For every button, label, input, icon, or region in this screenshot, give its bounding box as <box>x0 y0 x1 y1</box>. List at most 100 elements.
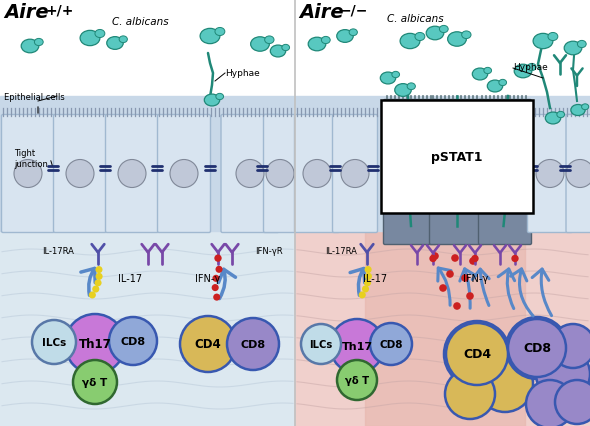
Ellipse shape <box>545 113 560 125</box>
FancyBboxPatch shape <box>264 115 297 233</box>
Circle shape <box>118 160 146 188</box>
Circle shape <box>337 360 377 400</box>
Point <box>445 271 455 278</box>
Text: CD4: CD4 <box>463 348 491 361</box>
Point <box>363 273 373 280</box>
Text: CD8: CD8 <box>523 342 551 355</box>
Circle shape <box>65 314 125 374</box>
Ellipse shape <box>200 29 220 45</box>
Text: Th17: Th17 <box>342 341 372 351</box>
Ellipse shape <box>462 32 471 40</box>
Circle shape <box>445 369 495 419</box>
Ellipse shape <box>119 37 127 43</box>
Point <box>214 266 224 273</box>
Circle shape <box>303 160 331 188</box>
Ellipse shape <box>215 29 225 37</box>
Point <box>87 292 97 299</box>
Circle shape <box>32 320 76 364</box>
Text: Hyphae: Hyphae <box>225 69 260 78</box>
Ellipse shape <box>349 30 358 37</box>
Text: Aire: Aire <box>4 3 48 22</box>
Text: IFN-γ: IFN-γ <box>195 273 220 283</box>
Ellipse shape <box>400 34 420 49</box>
Point <box>212 294 221 301</box>
Text: pSTAT1: pSTAT1 <box>431 150 483 163</box>
Point <box>363 267 373 273</box>
Point <box>94 267 104 273</box>
Circle shape <box>341 160 369 188</box>
Ellipse shape <box>582 104 589 110</box>
Ellipse shape <box>473 69 488 81</box>
Text: ILCs: ILCs <box>42 337 66 347</box>
Ellipse shape <box>265 37 274 44</box>
Point <box>450 255 460 262</box>
Circle shape <box>477 356 533 412</box>
Text: −/−: −/− <box>340 3 368 17</box>
Point <box>468 258 478 265</box>
FancyBboxPatch shape <box>54 115 107 233</box>
Circle shape <box>536 160 564 188</box>
Ellipse shape <box>527 64 536 72</box>
FancyBboxPatch shape <box>384 100 437 245</box>
Ellipse shape <box>448 33 466 47</box>
Ellipse shape <box>216 94 224 101</box>
FancyBboxPatch shape <box>478 100 532 245</box>
Ellipse shape <box>578 41 586 49</box>
Circle shape <box>506 317 568 379</box>
Text: CD8: CD8 <box>120 336 146 346</box>
Circle shape <box>536 347 590 401</box>
Ellipse shape <box>487 81 503 93</box>
Point <box>466 293 475 300</box>
Point <box>453 303 462 310</box>
Ellipse shape <box>251 37 270 52</box>
Ellipse shape <box>415 33 425 41</box>
Point <box>428 256 438 262</box>
Circle shape <box>266 160 294 188</box>
Circle shape <box>14 160 42 188</box>
Circle shape <box>508 319 566 377</box>
Ellipse shape <box>514 65 532 79</box>
Point <box>358 292 367 299</box>
Bar <box>365 201 525 426</box>
Text: ILCs: ILCs <box>309 339 333 349</box>
Text: C. albicans: C. albicans <box>112 17 168 27</box>
Circle shape <box>555 380 590 424</box>
Circle shape <box>526 380 574 426</box>
Circle shape <box>301 324 341 364</box>
Circle shape <box>109 317 157 365</box>
Text: IL-17: IL-17 <box>363 273 387 283</box>
Text: Hyphae: Hyphae <box>513 62 548 71</box>
Point <box>213 255 222 262</box>
Circle shape <box>444 321 510 387</box>
Ellipse shape <box>395 84 411 97</box>
FancyBboxPatch shape <box>221 115 279 233</box>
Ellipse shape <box>270 46 286 58</box>
Circle shape <box>236 160 264 188</box>
Text: CD4: CD4 <box>195 338 221 351</box>
Circle shape <box>73 360 117 404</box>
Bar <box>295 97 590 231</box>
Ellipse shape <box>392 72 399 78</box>
Text: CD8: CD8 <box>379 339 403 349</box>
Circle shape <box>227 318 279 370</box>
Bar <box>0 227 295 426</box>
Text: IL-17: IL-17 <box>118 273 142 283</box>
Text: IFN-γR: IFN-γR <box>255 247 283 256</box>
Text: IL-17RA: IL-17RA <box>325 247 357 256</box>
Ellipse shape <box>548 33 558 41</box>
Point <box>360 286 370 293</box>
FancyBboxPatch shape <box>158 115 211 233</box>
Ellipse shape <box>407 83 415 90</box>
Point <box>363 279 372 286</box>
Ellipse shape <box>34 39 43 46</box>
Text: Epithelial cells: Epithelial cells <box>4 92 65 101</box>
Ellipse shape <box>308 38 326 52</box>
Text: Tight
junction: Tight junction <box>14 149 48 168</box>
Point <box>94 273 104 280</box>
Text: γδ T: γδ T <box>345 375 369 385</box>
Text: C. albicans: C. albicans <box>386 14 443 24</box>
FancyBboxPatch shape <box>430 100 484 245</box>
Ellipse shape <box>282 45 290 52</box>
Ellipse shape <box>571 105 585 116</box>
Ellipse shape <box>204 95 219 106</box>
